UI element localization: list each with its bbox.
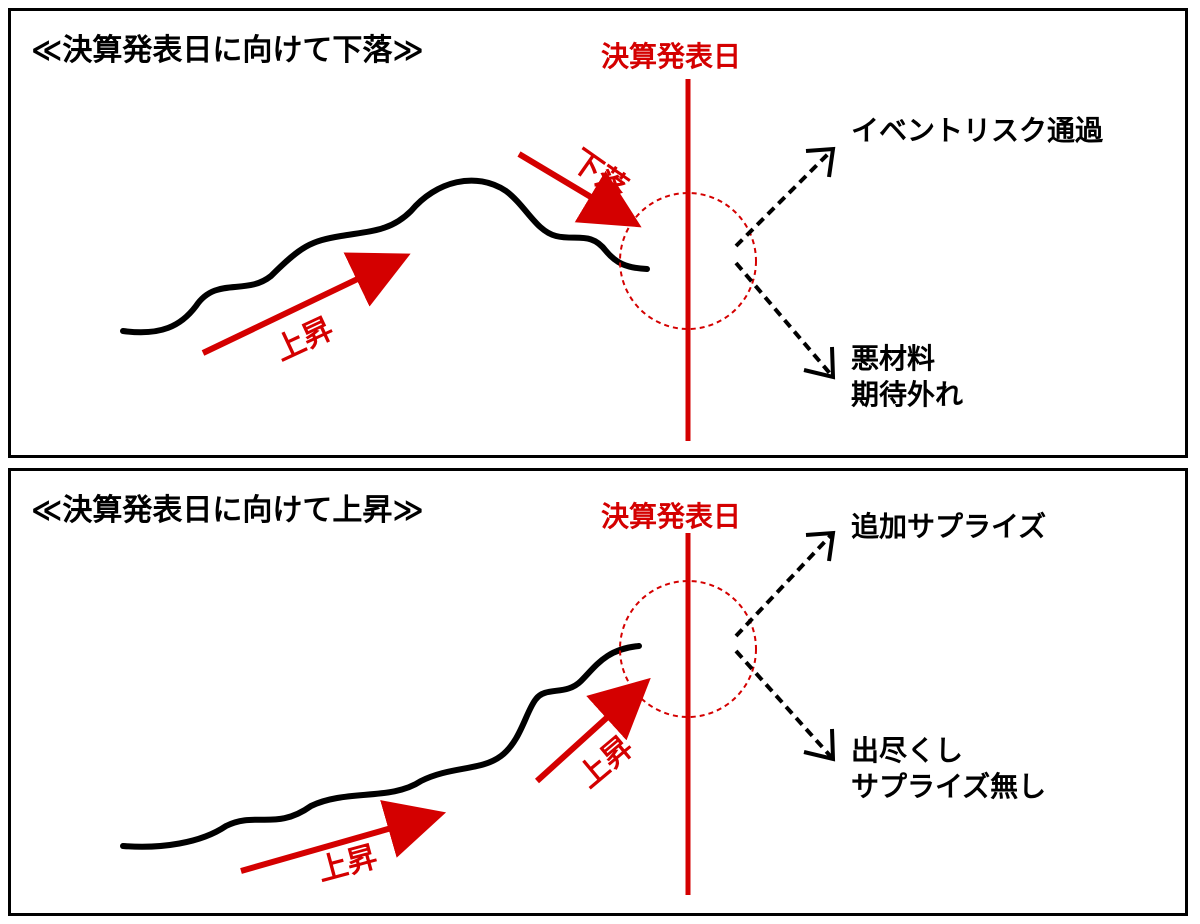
lower-outcome-text-line1: 出尽くし	[851, 734, 964, 767]
panel-falling-before-earnings: 上昇 下落 ≪決算発表日に向けて下落≫ 決算発表日 イベントリスク通過 悪材料 …	[8, 8, 1188, 458]
upper-arrowhead	[805, 146, 836, 178]
rising-label: 上昇	[270, 311, 339, 368]
lower-outcome-arrow	[734, 649, 835, 761]
lower-outcome-arrow	[734, 261, 835, 379]
diagram-canvas: 上昇 下落	[120, 79, 836, 441]
panel-rising-before-earnings: 上昇 上昇 ≪決算発表日に向けて上昇≫ 決算発表日 追加サプライズ 出尽くし サ…	[8, 468, 1188, 916]
upper-outcome-arrow	[734, 147, 835, 248]
upper-outcome-arrow	[734, 531, 835, 638]
falling-arrow	[517, 151, 642, 228]
rising-arrow-2	[534, 677, 651, 784]
upper-outcome-text: 追加サプライズ	[851, 510, 1047, 543]
price-curve	[120, 643, 642, 850]
panel-title: ≪決算発表日に向けて下落≫	[31, 33, 424, 68]
diagram-canvas: 上昇 上昇	[120, 530, 836, 895]
panel-title: ≪決算発表日に向けて上昇≫	[31, 493, 424, 528]
earnings-date-label: 決算発表日	[601, 40, 742, 73]
price-curve	[120, 177, 650, 336]
lower-outcome-text-line2: サプライズ無し	[851, 770, 1047, 803]
earnings-date-label: 決算発表日	[601, 500, 742, 533]
rising-arrow-1	[240, 800, 447, 874]
falling-label: 下落	[564, 143, 634, 207]
upper-arrowhead	[805, 530, 836, 562]
rising-arrow	[201, 252, 411, 356]
lower-outcome-text-line1: 悪材料	[851, 342, 936, 375]
lower-arrowhead	[803, 346, 836, 380]
upper-outcome-text: イベントリスク通過	[851, 114, 1104, 147]
lower-arrowhead	[803, 728, 836, 762]
lower-outcome-text-line2: 期待外れ	[851, 378, 964, 411]
